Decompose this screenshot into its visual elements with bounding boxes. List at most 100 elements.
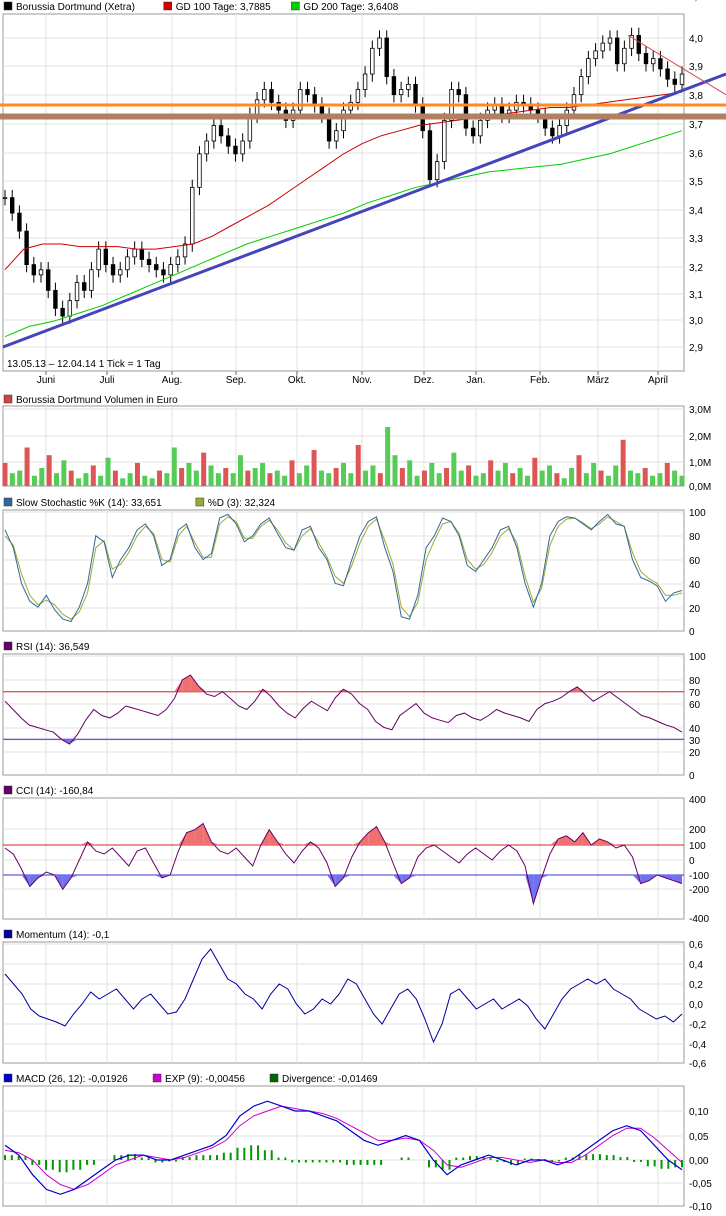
volume-bar — [237, 455, 243, 486]
stochastic-y-tick-label-1: 80 — [689, 532, 701, 543]
volume-bar — [569, 468, 575, 486]
volume-bar — [326, 473, 332, 486]
volume-bar — [127, 473, 133, 486]
volume-bar — [201, 452, 207, 486]
price-candle — [269, 89, 274, 103]
macd-y-tick-label-2: 0,00 — [689, 1156, 709, 1167]
stochastic-legend-label-1: %D (3): 32,324 — [208, 498, 276, 509]
price-candle — [355, 89, 361, 103]
volume-bar — [473, 475, 479, 486]
price-y-tick-label-0: 4,0 — [689, 34, 703, 45]
cci-oversold-fill — [21, 875, 30, 887]
cci-oversold-fill — [326, 875, 336, 887]
stochastic-y-tick-label-0: 100 — [689, 508, 706, 519]
stochastic-k-line — [4, 513, 683, 623]
volume-bar — [642, 468, 648, 486]
price-y-tick-label-11: 2,9 — [689, 343, 703, 354]
momentum-y-tick-label-0: 0,6 — [689, 940, 703, 951]
volume-bar — [488, 460, 494, 486]
momentum-y-tick-label-5: -0,4 — [689, 1040, 707, 1051]
volume-bar — [296, 473, 302, 486]
cci-overbought-fill — [186, 829, 195, 845]
volume-bar — [466, 465, 472, 486]
price-candle — [118, 269, 123, 276]
volume-bar — [282, 475, 288, 486]
price-candle — [254, 99, 260, 116]
cci-legend-label-0: CCI (14): -160,84 — [16, 786, 94, 797]
rsi-y-tick-label-1: 80 — [689, 676, 701, 687]
price-candle — [154, 264, 159, 271]
cci-oversold-fill — [665, 875, 674, 881]
macd-y-tick-label-4: -0,10 — [689, 1202, 712, 1213]
price-candle — [17, 212, 22, 232]
price-candle — [650, 58, 656, 65]
price-legend-label-1: GD 100 Tage: 3,7885 — [176, 2, 271, 13]
price-candle — [586, 58, 591, 78]
volume-bar — [451, 452, 457, 486]
cci-overbought-fill — [566, 835, 575, 845]
price-candle — [665, 68, 670, 80]
volume-y-tick-label-2: 1,0M — [689, 458, 711, 469]
volume-bar — [444, 468, 450, 486]
price-y-tick-label-5: 3,5 — [689, 177, 703, 188]
price-y-tick-label-12: 2,8 — [689, 0, 703, 3]
price-candle — [578, 76, 584, 96]
macd-line — [4, 1100, 683, 1195]
rsi-oversold-fill — [69, 739, 78, 745]
volume-bar — [524, 475, 530, 486]
volume-bar — [613, 465, 619, 486]
stochastic-y-tick-label-2: 60 — [689, 556, 701, 567]
cci-overbought-fill — [360, 832, 369, 845]
volume-bar — [304, 465, 310, 486]
price-candle — [262, 89, 267, 101]
price-candle — [218, 125, 224, 137]
volume-bar — [598, 470, 604, 486]
price-candle — [593, 50, 598, 59]
volume-y-tick-label-1: 2,0M — [689, 432, 711, 443]
price-candle — [398, 89, 404, 96]
volume-bar — [407, 460, 413, 486]
momentum-y-tick-label-1: 0,4 — [689, 960, 703, 971]
volume-bar — [134, 462, 140, 486]
price-candle — [406, 83, 411, 90]
gd100-line — [4, 91, 683, 271]
volume-bar — [260, 462, 266, 486]
rsi-line — [4, 674, 683, 745]
volume-bar — [333, 468, 339, 486]
price-y-tick-label-8: 3,2 — [689, 263, 703, 274]
x-tick-label-1: Juli — [99, 375, 114, 386]
cci-oversold-fill — [541, 875, 550, 878]
price-candle — [607, 37, 613, 44]
volume-bar — [149, 478, 155, 486]
macd-legend-label-2: Divergence: -0,01469 — [282, 1074, 378, 1085]
price-candle — [413, 83, 418, 106]
cci-plot-frame — [2, 797, 685, 920]
x-tick-label-2: Aug. — [162, 375, 183, 386]
volume-bar — [61, 460, 67, 486]
volume-y-tick-label-3: 0,0M — [689, 482, 711, 493]
cci-y-tick-label-4: -100 — [689, 871, 709, 882]
momentum-y-tick-label-3: 0,0 — [689, 1000, 703, 1011]
x-tick-label-7: Jan. — [467, 375, 486, 386]
macd-legend-label-0: MACD (26, 12): -0,01926 — [16, 1074, 128, 1085]
volume-bar — [495, 470, 501, 486]
price-y-tick-label-2: 3,8 — [689, 91, 703, 102]
price-candle — [434, 161, 440, 181]
macd-legend-swatch-1 — [152, 1073, 162, 1083]
x-tick-label-8: Feb. — [530, 375, 550, 386]
price-candle — [622, 47, 627, 65]
cci-legend-swatch-0 — [3, 785, 13, 795]
cci-overbought-fill — [574, 832, 583, 845]
x-tick-label-4: Okt. — [288, 375, 306, 386]
stochastic-legend-swatch-1 — [195, 497, 205, 507]
macd-y-tick-label-1: 0,05 — [689, 1132, 709, 1143]
volume-bar — [591, 462, 597, 486]
price-candle — [571, 94, 577, 111]
price-y-tick-label-10: 3,0 — [689, 316, 703, 327]
rsi-y-tick-label-7: 0 — [689, 771, 695, 782]
cci-overbought-fill — [351, 841, 361, 845]
volume-bar — [539, 470, 545, 486]
rsi-overbought-fill — [190, 675, 199, 692]
volume-bar — [679, 475, 685, 486]
